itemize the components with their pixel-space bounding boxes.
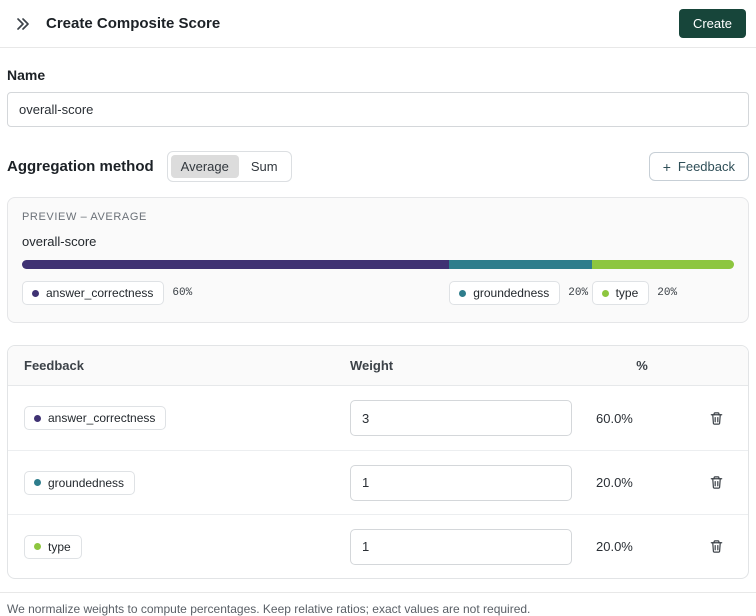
table-row: groundedness 20.0% (8, 450, 748, 514)
weight-cell (350, 400, 582, 436)
trash-icon (710, 411, 722, 425)
column-header-percent: % (636, 358, 648, 373)
feedback-chip: type (24, 534, 82, 559)
preview-kicker: PREVIEW – AVERAGE (22, 211, 147, 223)
preview-stacked-bar (22, 260, 734, 269)
feedback-cell: answer_correctness (8, 406, 350, 430)
column-header-feedback: Feedback (24, 358, 84, 373)
weights-table: Feedback Weight % answer_correctness 60.… (7, 345, 749, 579)
feedback-chip: answer_correctness (22, 281, 165, 305)
add-feedback-button[interactable]: + Feedback (648, 152, 749, 181)
preview-card: PREVIEW – AVERAGE overall-score answer_c… (7, 197, 749, 323)
feedback-chip: type (591, 281, 650, 305)
collapse-panel-icon[interactable] (10, 11, 36, 37)
preview-legend: answer_correctness 60% groundedness 20% … (22, 281, 734, 307)
name-input[interactable] (7, 92, 749, 127)
percent-cell: 20.0% (596, 475, 633, 490)
trash-icon (710, 540, 722, 553)
feedback-chip: answer_correctness (24, 406, 167, 430)
preview-score-name: overall-score (22, 234, 97, 249)
weight-input[interactable] (350, 464, 572, 501)
weight-cell (350, 464, 582, 501)
delete-row-button[interactable] (702, 404, 730, 432)
page-title: Create Composite Score (46, 15, 221, 32)
table-row: answer_correctness 60.0% (8, 386, 748, 450)
delete-row-button[interactable] (702, 469, 730, 497)
feedback-cell: type (8, 534, 350, 559)
legend-item-type: type 20% (591, 281, 678, 305)
bar-segment-type (591, 260, 734, 269)
legend-item-groundedness: groundedness 20% (449, 281, 588, 305)
name-label: Name (7, 67, 46, 83)
bar-segment-groundedness (449, 260, 592, 269)
aggregation-option-sum[interactable]: Sum (241, 155, 288, 178)
legend-percent: 60% (172, 287, 193, 299)
feedback-cell: groundedness (8, 470, 350, 495)
percent-cell: 20.0% (596, 539, 633, 554)
color-dot-icon (32, 289, 39, 297)
header: Create Composite Score Create (0, 0, 756, 48)
aggregation-toggle: Average Sum (166, 151, 292, 182)
delete-row-button[interactable] (702, 533, 730, 561)
main-content: Name Aggregation method Average Sum + Fe… (0, 67, 756, 579)
chip-label: type (48, 539, 71, 554)
aggregation-option-average[interactable]: Average (170, 155, 239, 178)
table-row: type 20.0% (8, 514, 748, 578)
create-button[interactable]: Create (678, 9, 746, 38)
weight-cell (350, 528, 582, 565)
weight-input[interactable] (350, 400, 572, 436)
normalization-note: We normalize weights to compute percenta… (0, 592, 756, 616)
weight-input[interactable] (350, 528, 572, 565)
feedback-chip: groundedness (24, 470, 136, 495)
aggregation-method-label: Aggregation method (7, 158, 154, 175)
color-dot-icon (459, 289, 467, 297)
chip-label: groundedness (48, 475, 125, 490)
chip-label: answer_correctness (48, 411, 156, 425)
color-dot-icon (34, 543, 41, 550)
chip-label: answer_correctness (46, 286, 154, 300)
bar-segment-answer-correctness (22, 260, 450, 269)
trash-icon (710, 476, 722, 489)
legend-percent: 20% (568, 287, 589, 299)
add-feedback-label: Feedback (677, 159, 735, 174)
color-dot-icon (34, 414, 41, 422)
aggregation-row: Aggregation method Average Sum + Feedbac… (7, 151, 749, 182)
percent-cell: 60.0% (596, 410, 633, 426)
chip-label: groundedness (473, 286, 550, 300)
feedback-chip: groundedness (449, 281, 561, 305)
chip-label: type (615, 286, 639, 300)
plus-icon: + (662, 158, 671, 175)
table-header-row: Feedback Weight % (8, 346, 748, 386)
legend-item-answer-correctness: answer_correctness 60% (22, 281, 192, 305)
column-header-weight: Weight (350, 358, 394, 373)
color-dot-icon (601, 289, 609, 297)
legend-percent: 20% (657, 287, 678, 299)
color-dot-icon (34, 479, 41, 486)
